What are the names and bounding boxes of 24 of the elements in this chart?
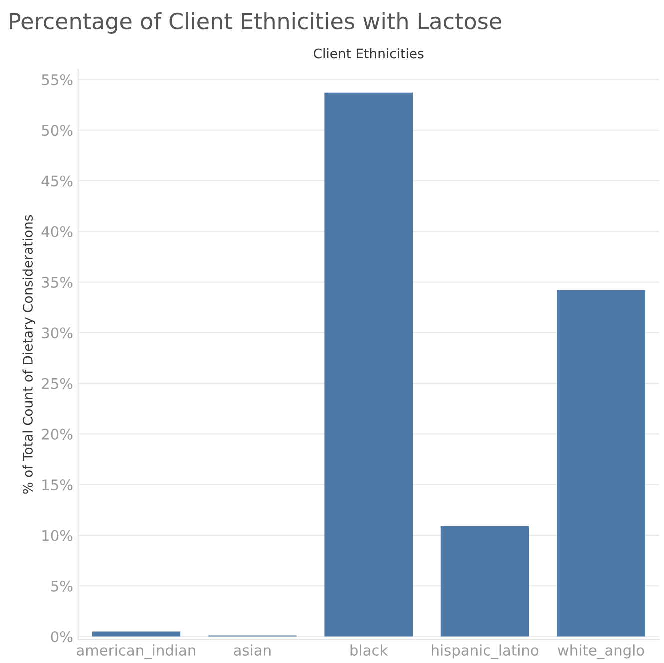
x-axis-title: Client Ethnicities <box>314 48 424 59</box>
x-tick-label: hispanic_latino <box>432 644 539 660</box>
y-tick-label: 5% <box>51 580 73 592</box>
y-tick-label: 25% <box>42 378 73 390</box>
x-tick-label: black <box>350 644 388 656</box>
bar <box>92 632 181 637</box>
chart-title: Percentage of Client Ethnicities with Lactose <box>10 12 502 34</box>
y-tick-label: 45% <box>42 176 73 187</box>
x-tick-label: asian <box>234 644 271 656</box>
y-axis-title: % of Total Count of Dietary Considerations <box>22 215 36 494</box>
y-tick-label: 10% <box>42 530 73 542</box>
bar <box>557 290 646 637</box>
y-tick-label: 40% <box>42 226 73 238</box>
x-tick-label: white_anglo <box>558 644 644 660</box>
y-tick-label: 55% <box>42 74 73 86</box>
y-tick-label: 35% <box>42 277 73 288</box>
y-tick-label: 0% <box>51 631 73 643</box>
x-tick-label: american_indian <box>77 644 196 660</box>
bar <box>324 92 414 637</box>
y-tick-label: 20% <box>42 428 73 440</box>
y-tick-label: 15% <box>42 480 73 491</box>
bar <box>440 526 530 637</box>
y-tick-label: 30% <box>42 328 73 339</box>
y-tick-label: 50% <box>42 125 73 136</box>
